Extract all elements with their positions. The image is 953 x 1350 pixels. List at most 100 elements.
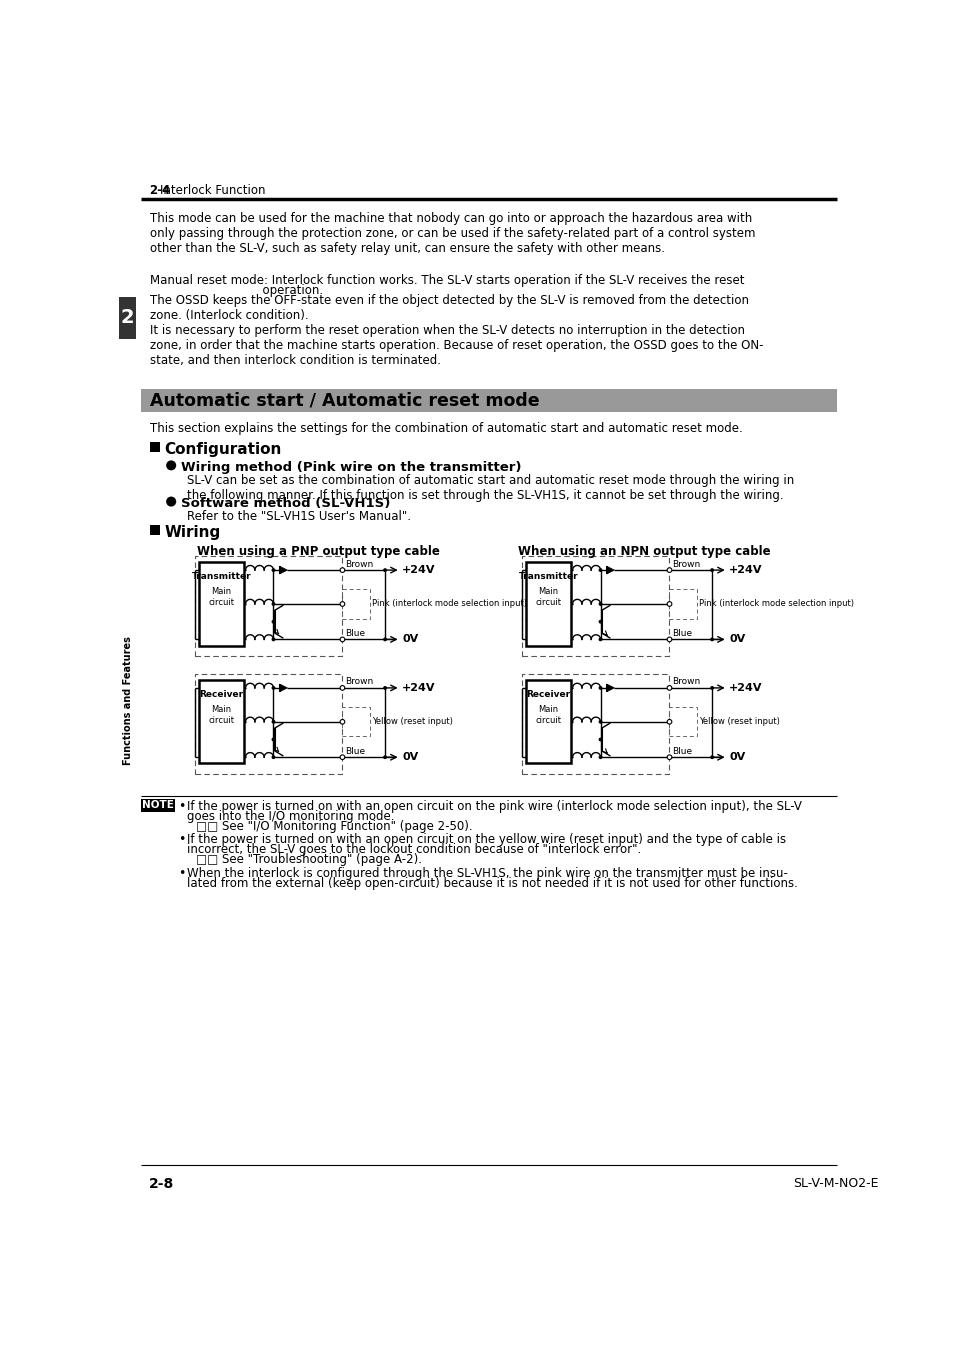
Circle shape xyxy=(666,755,671,760)
Text: 2-8: 2-8 xyxy=(149,1177,173,1191)
Text: 0V: 0V xyxy=(402,752,418,763)
Text: If the power is turned on with an open circuit on the pink wire (interlock mode : If the power is turned on with an open c… xyxy=(187,801,801,813)
Circle shape xyxy=(598,602,602,606)
Text: 2: 2 xyxy=(121,308,134,327)
Circle shape xyxy=(598,755,602,759)
Text: Wiring: Wiring xyxy=(164,525,220,540)
Text: goes into the I/O monitoring mode.: goes into the I/O monitoring mode. xyxy=(187,810,394,824)
Text: If the power is turned on with an open circuit on the yellow wire (reset input) : If the power is turned on with an open c… xyxy=(187,833,785,846)
Text: Main
circuit: Main circuit xyxy=(209,587,234,608)
Polygon shape xyxy=(279,566,287,574)
Text: Transmitter: Transmitter xyxy=(192,572,251,582)
Text: Yellow (reset input): Yellow (reset input) xyxy=(699,717,779,726)
Circle shape xyxy=(709,637,713,641)
Text: SL-V-M-NO2-E: SL-V-M-NO2-E xyxy=(793,1177,878,1189)
Text: □□ See "I/O Monitoring Function" (page 2-50).: □□ See "I/O Monitoring Function" (page 2… xyxy=(195,821,472,833)
Polygon shape xyxy=(606,566,614,574)
Circle shape xyxy=(598,568,602,572)
Circle shape xyxy=(340,602,344,606)
Circle shape xyxy=(666,686,671,690)
Text: Blue: Blue xyxy=(345,747,365,756)
Text: NOTE: NOTE xyxy=(142,801,173,810)
Bar xyxy=(199,680,244,763)
Bar xyxy=(525,680,571,763)
Text: 0V: 0V xyxy=(402,634,418,644)
Text: Brown: Brown xyxy=(345,678,374,686)
Text: Functions and Features: Functions and Features xyxy=(123,637,132,765)
Bar xyxy=(199,563,244,645)
Text: Configuration: Configuration xyxy=(164,443,281,458)
Circle shape xyxy=(340,637,344,641)
Polygon shape xyxy=(279,684,287,691)
Text: Main
circuit: Main circuit xyxy=(535,587,561,608)
Circle shape xyxy=(272,602,275,606)
Text: Brown: Brown xyxy=(672,678,700,686)
Circle shape xyxy=(272,568,275,572)
Circle shape xyxy=(383,755,387,759)
Text: Software method (SL-VH1S): Software method (SL-VH1S) xyxy=(181,497,390,510)
Circle shape xyxy=(666,602,671,606)
Circle shape xyxy=(383,568,387,572)
Text: Brown: Brown xyxy=(672,559,700,568)
Text: Refer to the "SL-VH1S User's Manual".: Refer to the "SL-VH1S User's Manual". xyxy=(187,510,411,522)
Circle shape xyxy=(598,686,602,690)
Text: Blue: Blue xyxy=(672,747,692,756)
Text: The OSSD keeps the OFF-state even if the object detected by the SL-V is removed : The OSSD keeps the OFF-state even if the… xyxy=(150,294,763,367)
Text: Manual reset mode: Interlock function works. The SL-V starts operation if the SL: Manual reset mode: Interlock function wo… xyxy=(150,274,744,286)
Bar xyxy=(669,590,696,618)
Text: Receiver: Receiver xyxy=(526,690,570,699)
Text: Receiver: Receiver xyxy=(199,690,243,699)
Text: When using an NPN output type cable: When using an NPN output type cable xyxy=(517,545,770,559)
Text: Automatic start / Automatic reset mode: Automatic start / Automatic reset mode xyxy=(150,392,539,409)
Text: □□ See "Troubleshooting" (page A-2).: □□ See "Troubleshooting" (page A-2). xyxy=(195,853,421,867)
Text: 2-4: 2-4 xyxy=(149,184,170,197)
Bar xyxy=(141,799,174,811)
Bar xyxy=(521,556,669,656)
Text: +24V: +24V xyxy=(402,683,436,693)
Circle shape xyxy=(709,568,713,572)
Circle shape xyxy=(598,620,602,624)
Text: 0V: 0V xyxy=(728,752,744,763)
Text: •: • xyxy=(178,801,185,813)
Circle shape xyxy=(272,755,275,759)
Circle shape xyxy=(709,755,713,759)
Text: Interlock Function: Interlock Function xyxy=(159,184,265,197)
Circle shape xyxy=(666,568,671,572)
Text: Transmitter: Transmitter xyxy=(518,572,578,582)
Text: When the interlock is configured through the SL-VH1S, the pink wire on the trans: When the interlock is configured through… xyxy=(187,867,787,880)
Circle shape xyxy=(272,686,275,690)
Text: When using a PNP output type cable: When using a PNP output type cable xyxy=(196,545,439,559)
Bar xyxy=(521,674,669,774)
Circle shape xyxy=(709,686,713,690)
Text: lated from the external (keep open-circuit) because it is not needed if it is no: lated from the external (keep open-circu… xyxy=(187,876,797,890)
Circle shape xyxy=(598,637,602,641)
Text: •: • xyxy=(178,833,185,846)
Text: incorrect, the SL-V goes to the lockout condition because of "interlock error".: incorrect, the SL-V goes to the lockout … xyxy=(187,844,640,856)
Bar xyxy=(195,556,342,656)
Text: Yellow (reset input): Yellow (reset input) xyxy=(372,717,453,726)
Text: SL-V can be set as the combination of automatic start and automatic reset mode t: SL-V can be set as the combination of au… xyxy=(187,474,794,502)
Text: +24V: +24V xyxy=(402,566,436,575)
Text: This section explains the settings for the combination of automatic start and au: This section explains the settings for t… xyxy=(150,423,742,435)
Bar xyxy=(342,590,369,618)
Text: Pink (interlock mode selection input): Pink (interlock mode selection input) xyxy=(372,599,526,609)
Text: •: • xyxy=(178,867,185,880)
Circle shape xyxy=(272,637,275,641)
Circle shape xyxy=(166,497,176,506)
Text: Blue: Blue xyxy=(672,629,692,637)
Text: Main
circuit: Main circuit xyxy=(535,705,561,725)
Bar xyxy=(150,525,159,535)
Bar xyxy=(669,707,696,736)
Text: +24V: +24V xyxy=(728,683,761,693)
Text: Main
circuit: Main circuit xyxy=(209,705,234,725)
Bar xyxy=(195,674,342,774)
Circle shape xyxy=(340,568,344,572)
Circle shape xyxy=(272,620,275,624)
Bar xyxy=(119,297,136,339)
Text: Blue: Blue xyxy=(345,629,365,637)
Circle shape xyxy=(383,686,387,690)
Circle shape xyxy=(383,637,387,641)
Circle shape xyxy=(340,686,344,690)
Circle shape xyxy=(666,637,671,641)
Bar xyxy=(342,707,369,736)
